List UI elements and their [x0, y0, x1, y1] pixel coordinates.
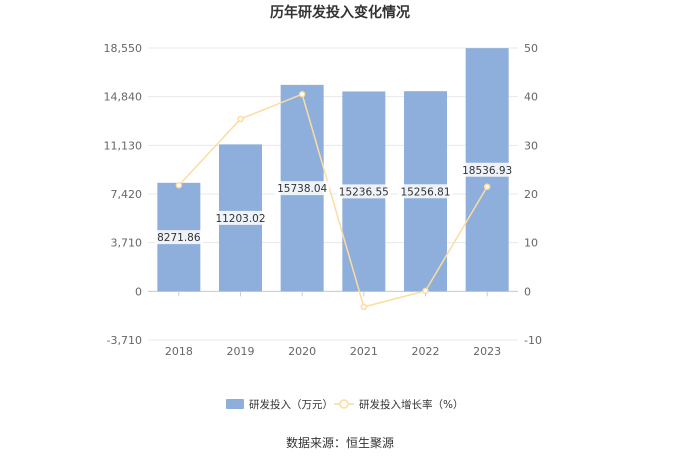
legend-line-marker	[339, 399, 349, 409]
y-right-tick-label: 40	[524, 91, 538, 104]
y-right-tick-label: 0	[524, 285, 531, 298]
growth-rate-point	[360, 303, 368, 311]
legend-bar-label: 研发投入（万元）	[249, 398, 333, 411]
growth-rate-point	[237, 115, 244, 123]
data-label: 18536.93	[462, 165, 512, 177]
data-label-bg	[154, 230, 203, 245]
x-tick-label: 2021	[350, 345, 378, 358]
legend-line-label: 研发投入增长率（%）	[359, 398, 463, 411]
growth-rate-point	[175, 181, 183, 189]
data-label-bg	[213, 210, 268, 225]
x-tick-label: 2019	[227, 345, 255, 358]
data-source-note: 数据来源：恒生聚源	[285, 436, 394, 450]
legend-bar-swatch	[226, 399, 244, 409]
growth-rate-line	[178, 93, 488, 308]
data-label: 11203.02	[215, 213, 265, 225]
y-right-tick-label: 10	[524, 237, 538, 250]
x-tick-label: 2018	[165, 345, 193, 358]
y-left-tick-label: 7,420	[111, 188, 143, 201]
y-left-tick-label: 11,130	[104, 139, 143, 152]
data-label-bg	[398, 184, 453, 199]
y-right-tick-label: 30	[524, 139, 538, 152]
y-left-tick-label: 18,550	[104, 42, 143, 55]
x-tick-label: 2022	[412, 345, 440, 358]
y-right-tick-label: 20	[524, 188, 538, 201]
y-left-tick-label: 14,840	[104, 91, 143, 104]
data-label-bg	[336, 184, 392, 199]
x-tick-label: 2023	[473, 345, 501, 358]
data-label: 15256.81	[400, 186, 450, 198]
data-label: 15236.55	[339, 186, 389, 198]
growth-rate-point	[298, 90, 306, 98]
data-label: 8271.86	[157, 232, 201, 244]
data-label: 15738.04	[277, 183, 327, 195]
y-left-tick-label: -3,710	[107, 334, 142, 347]
growth-rate-point	[483, 183, 491, 190]
chart-title: 历年研发投入变化情况	[270, 5, 410, 21]
data-label-bg	[274, 181, 330, 196]
x-tick-label: 2020	[288, 345, 316, 358]
y-left-tick-label: 3,710	[111, 237, 143, 250]
growth-rate-point	[422, 287, 429, 295]
data-label-bg	[459, 162, 515, 177]
y-right-tick-label: 50	[524, 42, 538, 55]
y-left-tick-label: 0	[135, 285, 142, 298]
y-right-tick-label: -10	[524, 334, 542, 347]
